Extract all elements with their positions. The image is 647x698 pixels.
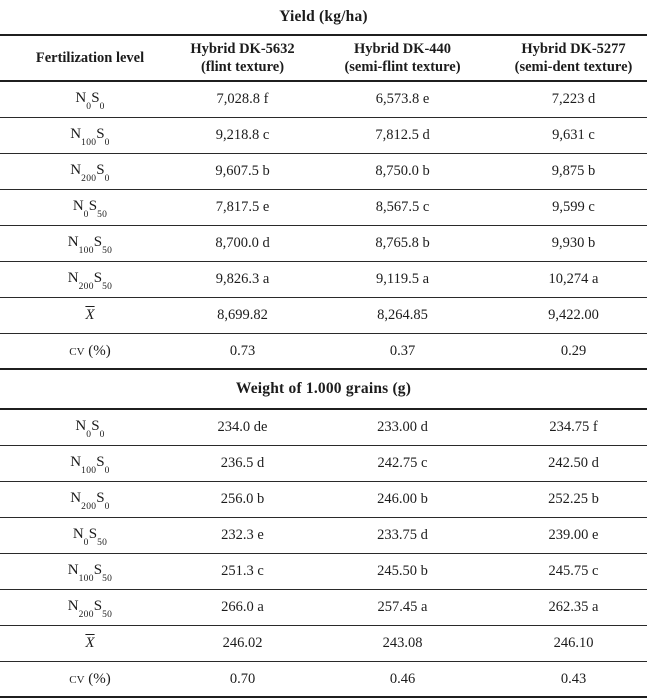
value-cell-dk5632: 251.3 c xyxy=(221,563,264,579)
column-header-hybrid-dk440: Hybrid DK-440 (semi-flint texture) xyxy=(305,40,500,76)
value-cell-dk5277: 252.25 b xyxy=(548,491,599,507)
value-cell-dk5632: 8,699.82 xyxy=(217,307,268,323)
value-cell-dk5277: 9,599 c xyxy=(552,199,595,215)
value-cell-dk440: 246.00 b xyxy=(377,491,428,507)
value-cell-dk5632: 256.0 b xyxy=(220,491,265,507)
table-header-row: Fertilization level Hybrid DK-5632 (flin… xyxy=(0,36,647,82)
hybrid-texture: (semi-dent texture) xyxy=(514,59,633,75)
fertilization-level-cell: N200S50 xyxy=(67,598,113,620)
value-cell-dk5277: 9,422.00 xyxy=(548,307,599,323)
value-cell-dk5277: 262.35 a xyxy=(548,599,599,615)
table-row: cv (%) 0.73 0.37 0.29 xyxy=(0,334,647,370)
table-row: N0S50 232.3 e 233.75 d 239.00 e xyxy=(0,518,647,554)
value-cell-dk440: 233.75 d xyxy=(377,527,428,543)
column-header-hybrid-dk5277: Hybrid DK-5277 (semi-dent texture) xyxy=(500,40,647,76)
value-cell-dk5277: 9,930 b xyxy=(551,235,596,251)
fertilization-level-cell: cv (%) xyxy=(69,670,111,687)
value-cell-dk5632: 9,218.8 c xyxy=(215,127,270,143)
table-row: cv (%) 0.70 0.46 0.43 xyxy=(0,662,647,698)
value-cell-dk5277: 234.75 f xyxy=(549,419,598,435)
value-cell-dk440: 8,750.0 b xyxy=(375,163,430,179)
fertilization-level-cell: N100S0 xyxy=(70,126,110,148)
table-row: X 8,699.82 8,264.85 9,422.00 xyxy=(0,298,647,334)
table-row: N100S0 236.5 d 242.75 c 242.50 d xyxy=(0,446,647,482)
fertilization-level-cell: N0S50 xyxy=(72,526,108,548)
fertilization-level-cell: N200S0 xyxy=(70,490,110,512)
value-cell-dk440: 7,812.5 d xyxy=(375,127,430,143)
table-row: N100S50 8,700.0 d 8,765.8 b 9,930 b xyxy=(0,226,647,262)
value-cell-dk5277: 9,875 b xyxy=(551,163,596,179)
table-row: N100S50 251.3 c 245.50 b 245.75 c xyxy=(0,554,647,590)
table-row: N200S0 9,607.5 b 8,750.0 b 9,875 b xyxy=(0,154,647,190)
value-cell-dk440: 0.46 xyxy=(389,670,416,687)
value-cell-dk5632: 246.02 xyxy=(222,635,263,651)
value-cell-dk5632: 0.73 xyxy=(229,342,256,359)
grain-weight-section-rows: N0S0 234.0 de 233.00 d 234.75 f N100S0 2… xyxy=(0,410,647,698)
value-cell-dk440: 8,567.5 c xyxy=(375,199,430,215)
value-cell-dk5632: 8,700.0 d xyxy=(215,235,270,251)
value-cell-dk5632: 266.0 a xyxy=(221,599,264,615)
value-cell-dk440: 6,573.8 e xyxy=(375,91,430,107)
value-cell-dk5277: 0.43 xyxy=(560,670,587,687)
value-cell-dk5277: 10,274 a xyxy=(548,271,599,287)
value-cell-dk5632: 9,826.3 a xyxy=(215,271,270,287)
value-cell-dk5632: 7,817.5 e xyxy=(215,199,270,215)
section-title-yield: Yield (kg/ha) xyxy=(0,0,647,36)
fertilization-level-cell: N0S0 xyxy=(75,418,105,440)
value-cell-dk5277: 0.29 xyxy=(560,342,587,359)
table-row: N0S0 7,028.8 f 6,573.8 e 7,223 d xyxy=(0,82,647,118)
value-cell-dk5277: 239.00 e xyxy=(548,527,599,543)
table-row: N200S50 266.0 a 257.45 a 262.35 a xyxy=(0,590,647,626)
yield-section-rows: N0S0 7,028.8 f 6,573.8 e 7,223 d N100S0 … xyxy=(0,82,647,370)
fertilization-level-cell: N200S0 xyxy=(70,162,110,184)
fertilization-level-cell: N200S50 xyxy=(67,270,113,292)
table-row: N0S0 234.0 de 233.00 d 234.75 f xyxy=(0,410,647,446)
value-cell-dk5632: 7,028.8 f xyxy=(216,91,269,107)
value-cell-dk5632: 0.70 xyxy=(229,670,256,687)
value-cell-dk440: 0.37 xyxy=(389,342,416,359)
hybrid-texture: (semi-flint texture) xyxy=(344,59,461,75)
table-row: N200S50 9,826.3 a 9,119.5 a 10,274 a xyxy=(0,262,647,298)
value-cell-dk5277: 246.10 xyxy=(553,635,594,651)
value-cell-dk5632: 9,607.5 b xyxy=(215,163,270,179)
fertilization-level-cell: N100S50 xyxy=(67,234,113,256)
fertilization-level-cell: N100S0 xyxy=(70,454,110,476)
table-row: N200S0 256.0 b 246.00 b 252.25 b xyxy=(0,482,647,518)
value-cell-dk440: 257.45 a xyxy=(377,599,428,615)
value-cell-dk440: 233.00 d xyxy=(377,419,428,435)
value-cell-dk5277: 9,631 c xyxy=(552,127,595,143)
value-cell-dk440: 8,765.8 b xyxy=(375,235,430,251)
fertilization-level-cell: N100S50 xyxy=(67,562,113,584)
hybrid-name: Hybrid DK-5632 xyxy=(190,41,295,57)
value-cell-dk440: 9,119.5 a xyxy=(375,271,430,287)
value-cell-dk440: 245.50 b xyxy=(377,563,428,579)
hybrid-texture: (flint texture) xyxy=(200,59,285,75)
fertilization-level-cell: N0S50 xyxy=(72,198,108,220)
value-cell-dk5277: 7,223 d xyxy=(551,91,596,107)
table-row: N100S0 9,218.8 c 7,812.5 d 9,631 c xyxy=(0,118,647,154)
value-cell-dk440: 242.75 c xyxy=(377,455,428,471)
table-row: X 246.02 243.08 246.10 xyxy=(0,626,647,662)
fertilization-level-cell: X xyxy=(85,307,95,323)
section-title-grain-weight: Weight of 1.000 grains (g) xyxy=(0,370,647,410)
value-cell-dk5632: 236.5 d xyxy=(220,455,265,471)
fertilization-level-cell: N0S0 xyxy=(75,90,105,112)
value-cell-dk5632: 232.3 e xyxy=(221,527,264,543)
column-header-hybrid-dk5632: Hybrid DK-5632 (flint texture) xyxy=(180,40,305,76)
value-cell-dk5632: 234.0 de xyxy=(217,419,268,435)
value-cell-dk440: 243.08 xyxy=(382,635,423,651)
value-cell-dk5277: 242.50 d xyxy=(548,455,599,471)
fertilization-level-cell: cv (%) xyxy=(69,342,111,359)
column-header-fertilization-level: Fertilization level xyxy=(35,50,145,66)
table-row: N0S50 7,817.5 e 8,567.5 c 9,599 c xyxy=(0,190,647,226)
hybrid-name: Hybrid DK-440 xyxy=(353,41,452,57)
value-cell-dk5277: 245.75 c xyxy=(548,563,599,579)
fertilization-level-cell: X xyxy=(85,635,95,651)
hybrid-name: Hybrid DK-5277 xyxy=(521,41,626,57)
value-cell-dk440: 8,264.85 xyxy=(377,307,428,323)
